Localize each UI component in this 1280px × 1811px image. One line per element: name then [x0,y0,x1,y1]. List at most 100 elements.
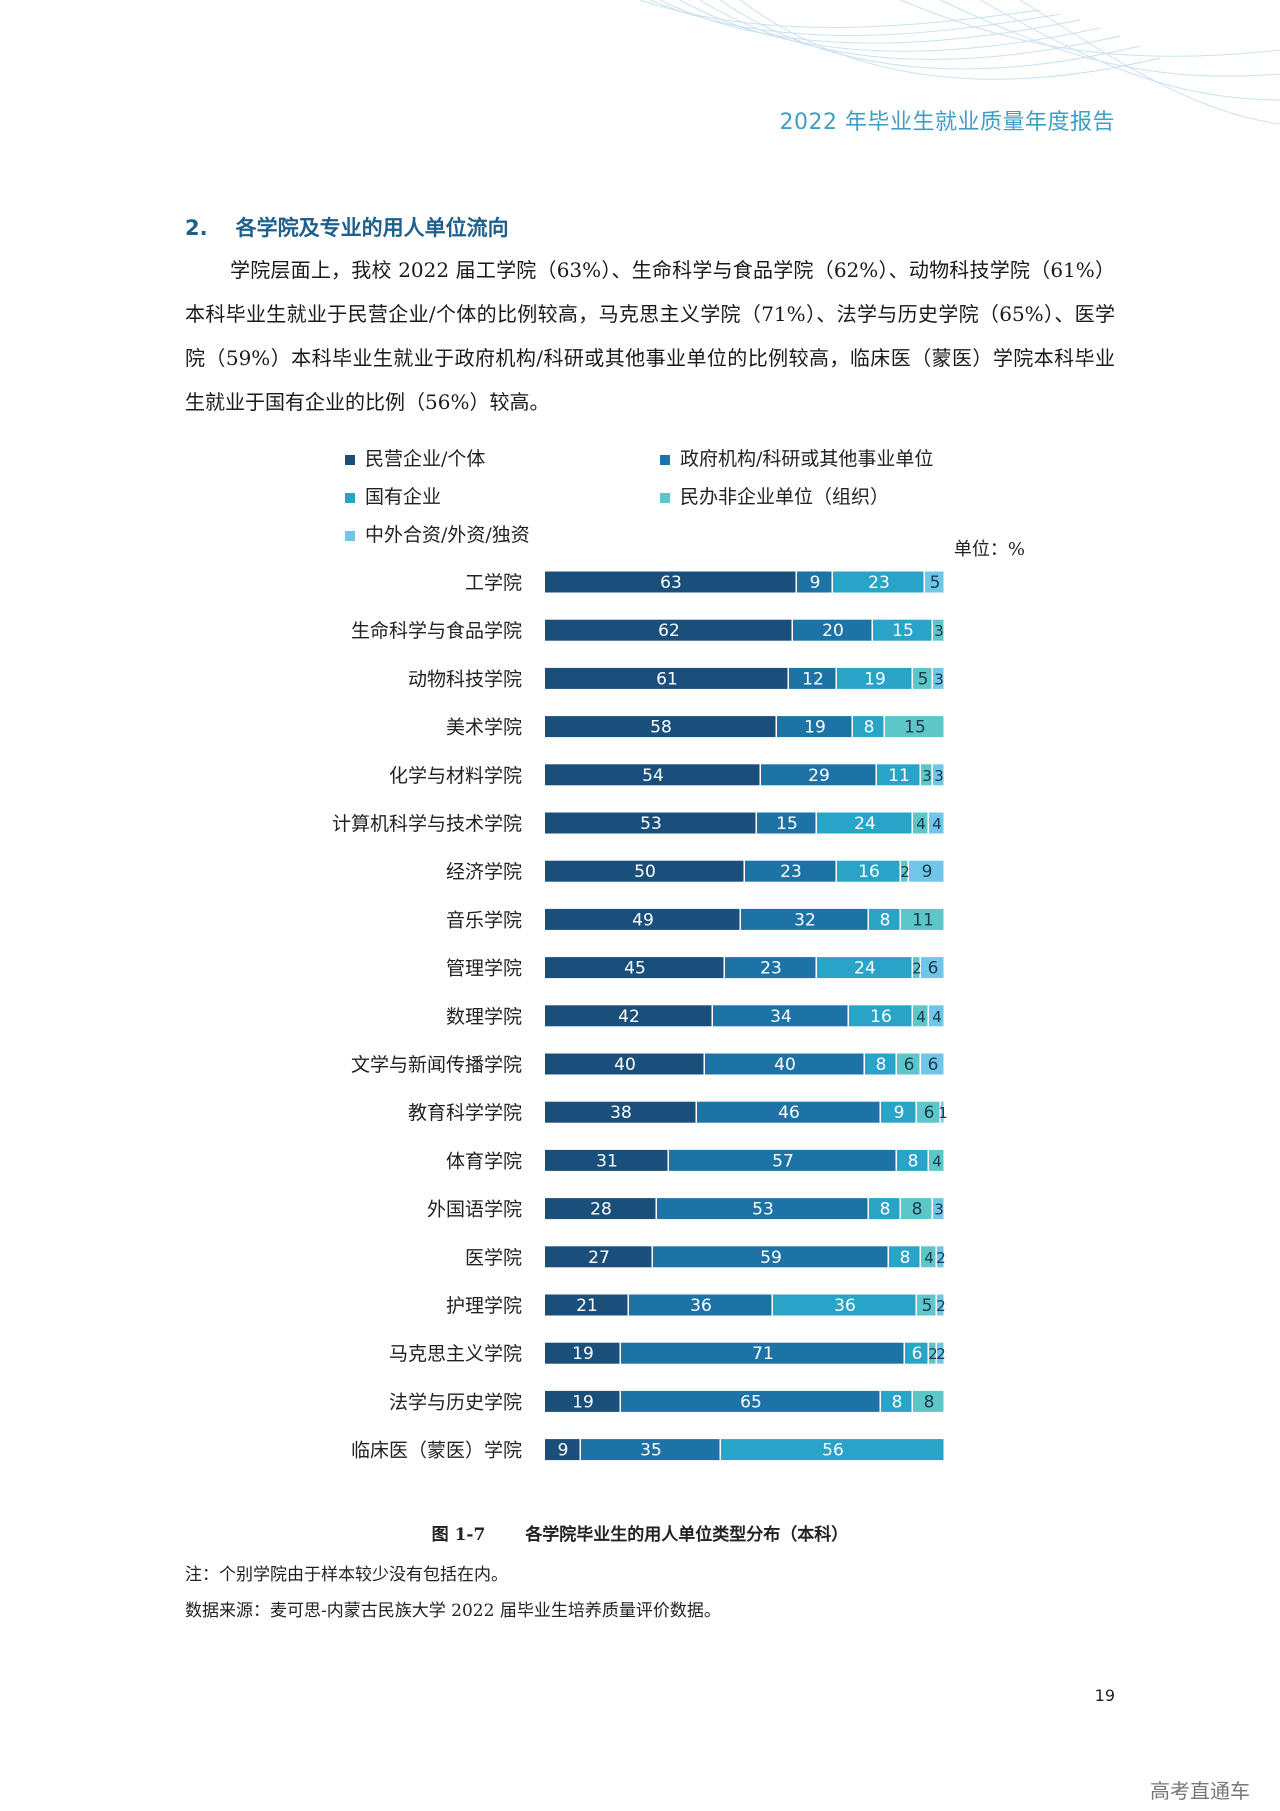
bar-value-label: 2 [928,1345,938,1363]
bar-value-label: 8 [880,910,891,930]
bar-segment [901,908,944,930]
bar-value-label: 59 [760,1248,782,1268]
legend-label: 民营企业/个体 [365,448,485,470]
bar-value-label: 57 [772,1151,794,1171]
bar-value-label: 2 [936,1345,946,1363]
bar-value-label: 4 [932,1008,942,1026]
bar-value-label: 8 [876,1055,887,1075]
bar-segment [921,1053,944,1075]
bar-segment [545,571,796,593]
section-paragraph: 学院层面上，我校 2022 届工学院（63%）、生命科学与食品学院（62%）、动… [185,258,1115,414]
bar-value-label: 3 [934,767,944,785]
bar-value-label: 56 [822,1441,844,1461]
bar-value-label: 23 [780,862,802,882]
bar-value-label: 8 [924,1392,935,1412]
bar-value-label: 3 [934,1201,944,1219]
bar-segment [881,1101,916,1123]
bar-segment [905,1342,928,1364]
bar-value-label: 36 [834,1296,856,1316]
category-label: 医学院 [465,1247,522,1269]
bar-segment [545,667,788,689]
legend-swatch [345,493,355,503]
category-label: 化学与材料学院 [389,765,522,787]
bar-value-label: 4 [924,1249,934,1267]
bar-value-label: 54 [642,766,664,786]
bar-segment [621,1390,880,1412]
bar-segment [621,1342,904,1364]
bar-value-label: 28 [590,1200,612,1220]
figure-title: 各学院毕业生的用人单位类型分布（本科） [525,1525,849,1545]
category-label: 外国语学院 [427,1199,522,1221]
bar-segment [705,1053,864,1075]
category-label: 临床医（蒙医）学院 [351,1440,522,1462]
figure-caption: 图 1-7 各学院毕业生的用人单位类型分布（本科） [0,1520,1280,1545]
bar-value-label: 31 [596,1151,618,1171]
bar-value-label: 16 [858,862,880,882]
bar-segment [853,716,884,738]
bar-segment [933,1198,944,1220]
page-number: 19 [1094,1686,1115,1705]
bar-value-label: 23 [760,959,782,979]
legend-label: 中外合资/外资/独资 [365,524,530,546]
bar-segment [941,1101,944,1123]
bar-value-label: 53 [752,1200,774,1220]
bar-value-label: 5 [918,669,929,689]
bar-segment [897,1149,928,1171]
bar-segment [789,667,836,689]
bar-segment [741,908,868,930]
category-label: 教育科学学院 [408,1102,522,1124]
bar-value-label: 34 [770,1007,792,1027]
bar-value-label: 6 [928,959,939,979]
bar-value-label: 19 [864,669,886,689]
bar-segment [745,860,836,882]
bar-value-label: 20 [822,621,844,641]
bar-segment [937,1342,944,1364]
bar-segment [917,1101,940,1123]
bar-segment [545,1101,696,1123]
bar-value-label: 4 [916,1008,926,1026]
bar-segment [545,1342,620,1364]
bar-value-label: 40 [614,1055,636,1075]
bar-segment [629,1294,772,1316]
bar-value-label: 27 [588,1248,610,1268]
bar-value-label: 16 [870,1007,892,1027]
bar-value-label: 23 [868,573,890,593]
bar-segment [921,957,944,979]
bar-value-label: 15 [776,814,798,834]
bar-segment [545,1439,580,1461]
bar-segment [917,1294,936,1316]
bar-segment [869,908,900,930]
bar-segment [933,764,944,786]
watermark-text: 高考直通车 [1150,1779,1250,1803]
category-label: 工学院 [465,572,522,594]
bar-value-label: 36 [690,1296,712,1316]
bar-value-label: 4 [916,815,926,833]
bar-value-label: 9 [810,573,821,593]
bar-segment [545,1390,620,1412]
bar-value-label: 3 [922,767,932,785]
bar-segment [757,812,816,834]
bar-segment [777,716,852,738]
bar-value-label: 42 [618,1007,640,1027]
bar-value-label: 4 [932,1152,942,1170]
bar-segment [545,812,756,834]
bar-value-label: 58 [650,718,672,738]
bar-segment [545,860,744,882]
category-label: 生命科学与食品学院 [351,620,522,642]
section-title-text: 各学院及专业的用人单位流向 [235,215,509,240]
chart-note: 注：个别学院由于样本较少没有包括在内。 [185,1565,508,1585]
bar-value-label: 5 [922,1296,933,1316]
bar-segment [865,1053,896,1075]
bar-value-label: 29 [808,766,830,786]
category-label: 音乐学院 [446,909,522,931]
bar-value-label: 6 [928,1055,939,1075]
bar-value-label: 61 [656,669,678,689]
bar-value-label: 19 [572,1344,594,1364]
bar-segment [913,1390,944,1412]
bar-value-label: 46 [778,1103,800,1123]
bar-segment [925,571,944,593]
bar-value-label: 15 [904,718,926,738]
legend-label: 政府机构/科研或其他事业单位 [680,448,933,470]
stacked-bar-chart: 民营企业/个体 政府机构/科研或其他事业单位 国有企业 民办非企业单位（组织） 中外合资… [0,440,1280,1490]
